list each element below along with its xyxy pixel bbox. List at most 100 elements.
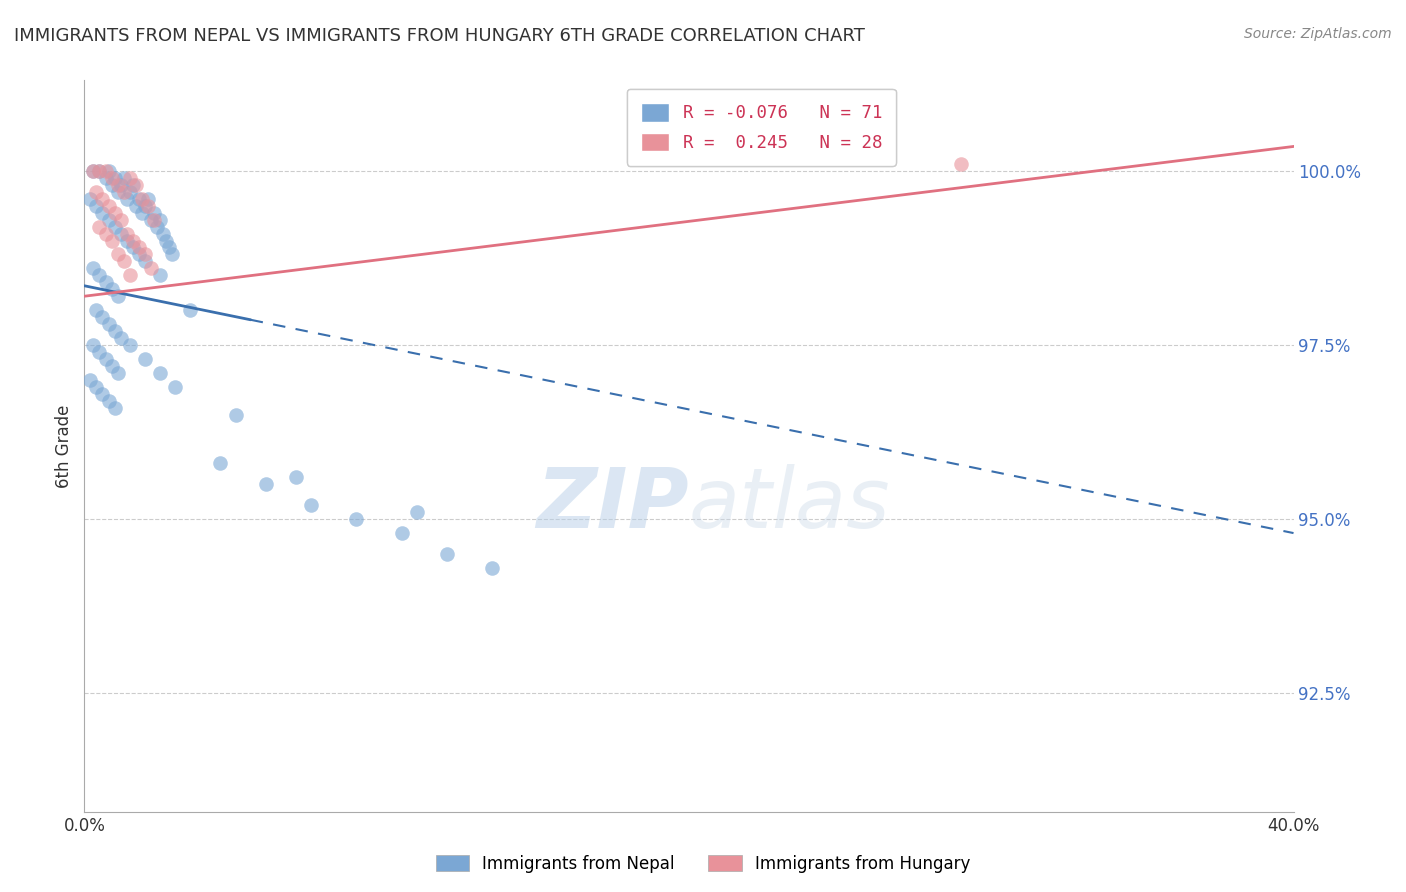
Point — [142, 205, 165, 219]
Point — [131, 205, 153, 219]
Point — [139, 212, 162, 227]
Point — [254, 477, 277, 491]
Point — [91, 192, 114, 206]
Point — [100, 359, 122, 373]
Point — [100, 282, 122, 296]
Text: atlas: atlas — [689, 464, 890, 545]
Point — [134, 247, 156, 261]
Point — [104, 324, 127, 338]
Point — [115, 227, 138, 241]
Point — [118, 170, 141, 185]
Point — [112, 170, 135, 185]
Point — [110, 227, 132, 241]
Point — [155, 234, 177, 248]
Point — [79, 373, 101, 387]
Point — [86, 185, 108, 199]
Point — [131, 192, 153, 206]
Text: IMMIGRANTS FROM NEPAL VS IMMIGRANTS FROM HUNGARY 6TH GRADE CORRELATION CHART: IMMIGRANTS FROM NEPAL VS IMMIGRANTS FROM… — [14, 27, 865, 45]
Point — [179, 303, 201, 318]
Point — [406, 505, 429, 519]
Point — [104, 205, 127, 219]
Point — [160, 247, 183, 261]
Legend: R = -0.076   N = 71, R =  0.245   N = 28: R = -0.076 N = 71, R = 0.245 N = 28 — [627, 89, 896, 166]
Point — [134, 199, 156, 213]
Point — [97, 393, 120, 408]
Point — [142, 212, 165, 227]
Point — [97, 317, 120, 331]
Point — [134, 254, 156, 268]
Point — [225, 408, 247, 422]
Legend: Immigrants from Nepal, Immigrants from Hungary: Immigrants from Nepal, Immigrants from H… — [429, 848, 977, 880]
Point — [146, 219, 169, 234]
Point — [82, 261, 104, 276]
Point — [299, 498, 322, 512]
Point — [136, 192, 159, 206]
Point — [950, 157, 973, 171]
Point — [100, 178, 122, 192]
Point — [110, 178, 132, 192]
Point — [97, 164, 120, 178]
Point — [97, 199, 120, 213]
Point — [149, 212, 172, 227]
Text: ZIP: ZIP — [536, 464, 689, 545]
Point — [118, 338, 141, 352]
Point — [121, 178, 143, 192]
Point — [121, 240, 143, 254]
Point — [91, 310, 114, 325]
Point — [94, 351, 117, 366]
Point — [346, 512, 368, 526]
Point — [89, 164, 111, 178]
Point — [91, 386, 114, 401]
Point — [107, 178, 129, 192]
Point — [110, 212, 132, 227]
Point — [107, 247, 129, 261]
Point — [86, 380, 108, 394]
Point — [128, 240, 150, 254]
Point — [436, 547, 458, 561]
Point — [139, 261, 162, 276]
Point — [86, 303, 108, 318]
Point — [118, 268, 141, 283]
Point — [100, 234, 122, 248]
Point — [149, 366, 172, 380]
Point — [89, 268, 111, 283]
Point — [165, 380, 187, 394]
Point — [285, 470, 308, 484]
Point — [82, 164, 104, 178]
Point — [89, 219, 111, 234]
Point — [118, 185, 141, 199]
Point — [91, 205, 114, 219]
Point — [79, 192, 101, 206]
Point — [107, 366, 129, 380]
Point — [94, 275, 117, 289]
Point — [134, 351, 156, 366]
Point — [110, 331, 132, 345]
Point — [121, 234, 143, 248]
Point — [128, 192, 150, 206]
Point — [86, 199, 108, 213]
Point — [94, 164, 117, 178]
Point — [89, 164, 111, 178]
Point — [112, 254, 135, 268]
Point — [107, 289, 129, 303]
Point — [94, 227, 117, 241]
Point — [391, 526, 413, 541]
Y-axis label: 6th Grade: 6th Grade — [55, 404, 73, 488]
Point — [157, 240, 180, 254]
Point — [136, 199, 159, 213]
Point — [128, 247, 150, 261]
Point — [112, 185, 135, 199]
Point — [107, 185, 129, 199]
Point — [97, 212, 120, 227]
Point — [152, 227, 174, 241]
Point — [82, 164, 104, 178]
Point — [94, 170, 117, 185]
Point — [104, 401, 127, 415]
Point — [209, 457, 232, 471]
Point — [104, 219, 127, 234]
Point — [125, 199, 148, 213]
Point — [100, 170, 122, 185]
Point — [89, 345, 111, 359]
Point — [149, 268, 172, 283]
Point — [481, 561, 503, 575]
